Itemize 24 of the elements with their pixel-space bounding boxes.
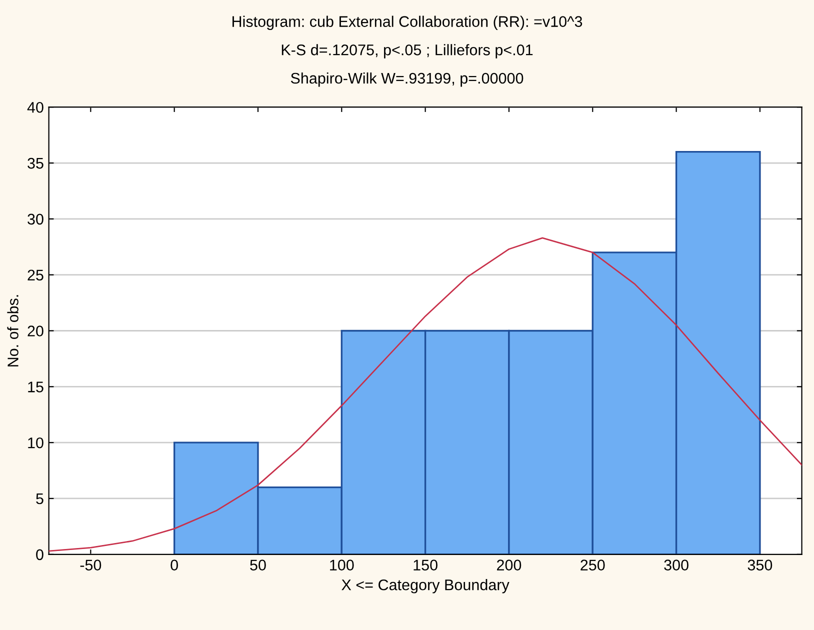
y-tick-label: 35 bbox=[28, 158, 44, 169]
x-tick-label: 200 bbox=[497, 560, 522, 570]
y-tick-label: 30 bbox=[28, 214, 44, 225]
line-series bbox=[48, 237, 802, 552]
x-tick-label: 300 bbox=[664, 560, 688, 570]
text: Shapiro-Wilk W=.93199, p=.00000 bbox=[290, 72, 524, 87]
chart-subtitle: K-S d=.12075, p<.05 ; Lilliefors p<.01 bbox=[282, 44, 533, 58]
y-tick-label: 10 bbox=[28, 437, 44, 448]
x-tick-label: 100 bbox=[330, 560, 354, 570]
x-tick-label: 350 bbox=[748, 560, 772, 570]
x-tick-label: 0 bbox=[170, 560, 178, 570]
x-tick-label: 250 bbox=[580, 560, 605, 570]
y-tick-label: 40 bbox=[27, 102, 44, 113]
chart-title: Histogram: cub External Collaboration (RR): =v10^3 bbox=[232, 16, 582, 30]
y-axis-title: No. of obs. bbox=[7, 295, 18, 366]
y-tick-label: 15 bbox=[28, 382, 44, 392]
y-tick-label: 20 bbox=[28, 326, 44, 336]
y-tick-label: 0 bbox=[36, 549, 44, 560]
x-tick-label: -50 bbox=[80, 560, 102, 570]
y-tick-label: 25 bbox=[28, 270, 44, 281]
y-tick-label: 5 bbox=[36, 494, 44, 504]
x-tick-label: 150 bbox=[414, 560, 438, 570]
x-axis-title: X <= Category Boundary bbox=[342, 579, 510, 594]
x-tick-label: 50 bbox=[250, 560, 266, 570]
